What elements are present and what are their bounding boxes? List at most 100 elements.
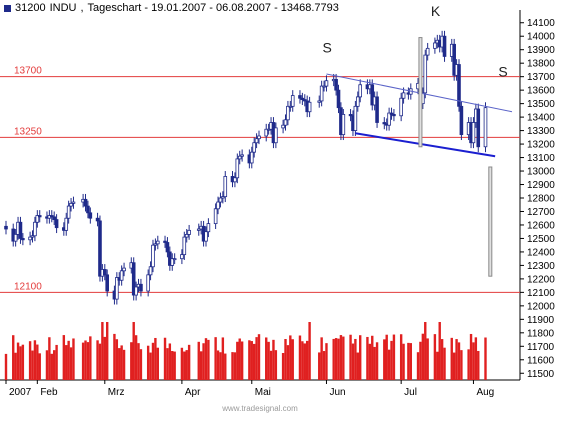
volume-bar	[390, 340, 393, 380]
volume-bar	[231, 352, 234, 380]
candle-body	[375, 96, 379, 123]
candle-body	[98, 220, 102, 277]
candle-body	[254, 138, 259, 144]
candle-body	[399, 97, 403, 117]
candle-body	[358, 84, 362, 98]
price-target-marker	[488, 166, 493, 277]
pattern-label-shoulder: S	[498, 64, 507, 80]
volume-bar	[402, 343, 405, 380]
volume-bar	[426, 338, 429, 380]
volume-bar	[450, 337, 453, 380]
y-tick-label: 13800	[527, 59, 555, 70]
candle-body	[165, 242, 170, 253]
x-tick-label: Mrz	[108, 387, 125, 398]
y-tick-label: 12000	[527, 301, 555, 312]
volume-bar	[151, 342, 155, 380]
candle-body	[341, 114, 346, 136]
candle-body	[249, 151, 254, 164]
volume-bar	[281, 353, 285, 380]
volume-bar	[28, 341, 32, 380]
volume-bar	[438, 322, 441, 380]
volume-bar	[52, 350, 56, 380]
volume-bar	[387, 349, 391, 380]
volume-bar	[118, 348, 121, 380]
candle-body	[235, 158, 240, 179]
volume-bar	[440, 339, 444, 380]
volume-bar	[436, 351, 439, 380]
x-tick-label: Jul	[404, 387, 417, 398]
volume-bar	[375, 342, 379, 380]
volume-bar	[452, 352, 456, 380]
volume-bar	[48, 337, 51, 380]
volume-bar	[409, 343, 412, 380]
candle-body	[4, 225, 8, 230]
volume-bar	[106, 322, 109, 380]
x-tick-label: Jun	[329, 387, 345, 398]
candle-body	[300, 97, 305, 100]
candle-body	[452, 43, 456, 76]
candle-body	[88, 212, 93, 219]
y-tick-label: 12300	[527, 261, 555, 272]
candle-body	[115, 277, 119, 300]
candle-body	[355, 96, 360, 107]
candle-body	[52, 216, 56, 220]
candle-body	[392, 114, 396, 117]
candle-body	[298, 95, 302, 99]
candle-body	[66, 205, 71, 219]
volume-bar	[291, 339, 294, 380]
volume-bar	[55, 344, 58, 380]
volume-bar	[122, 349, 126, 380]
candle-body	[471, 122, 476, 144]
volume-bar	[424, 322, 427, 380]
candle-body	[86, 205, 90, 214]
volume-bar	[359, 335, 362, 380]
x-tick-label: Aug	[476, 387, 494, 398]
y-tick-label: 11500	[527, 369, 555, 380]
volume-bar	[197, 341, 200, 380]
header-sep: ,	[80, 2, 84, 14]
y-tick-label: 12400	[527, 247, 555, 258]
volume-bar	[16, 342, 20, 380]
volume-bar	[274, 350, 278, 380]
x-tick-label: Apr	[185, 387, 201, 398]
y-tick-label: 13900	[527, 45, 555, 56]
candle-body	[459, 105, 464, 136]
volume-bar	[416, 352, 420, 380]
volume-bar	[96, 340, 99, 380]
pattern-label-head: K	[431, 3, 441, 19]
candle-body	[302, 99, 307, 102]
volume-bar	[149, 352, 152, 380]
candle-body	[131, 262, 136, 296]
volume-bar	[156, 347, 159, 380]
volume-bar	[342, 336, 345, 380]
candle-body	[28, 236, 32, 241]
volume-bar	[171, 351, 174, 380]
y-tick-label: 14100	[527, 18, 555, 29]
candle-body	[180, 254, 184, 260]
candle-body	[54, 219, 59, 229]
y-tick-label: 13200	[527, 140, 555, 151]
candle-body	[442, 35, 447, 57]
candle-body	[213, 208, 218, 225]
volume-bar	[443, 347, 446, 380]
candle-body	[21, 238, 25, 241]
candle-body	[170, 258, 175, 266]
candle-body	[134, 286, 138, 296]
volume-bar	[183, 351, 186, 380]
volume-bar	[180, 347, 184, 380]
volume-bar	[38, 353, 41, 380]
pattern-label-shoulder: S	[322, 39, 331, 55]
volume-bar	[45, 350, 49, 380]
candle-body	[35, 215, 40, 223]
candle-body	[13, 233, 18, 242]
candle-body	[83, 198, 88, 207]
candle-body	[283, 119, 288, 126]
candle-body	[102, 269, 107, 276]
volume-bar	[69, 347, 73, 380]
volume-bar	[62, 335, 66, 380]
y-tick-label: 12100	[527, 288, 555, 299]
y-tick-label: 13100	[527, 153, 555, 164]
y-tick-label: 13300	[527, 126, 555, 137]
volume-bar	[31, 350, 34, 380]
